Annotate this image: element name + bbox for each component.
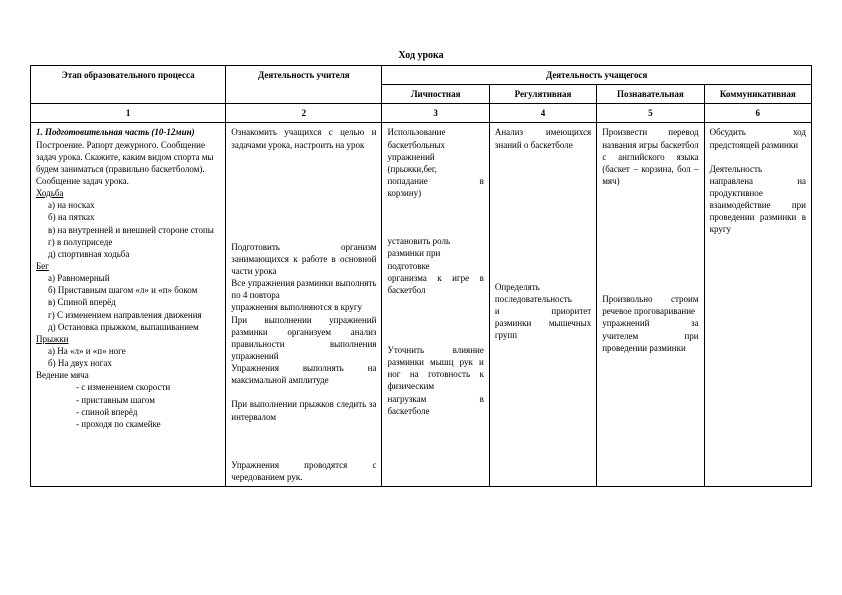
lesson-table: Этап образовательного процесса Деятельно…	[30, 65, 812, 487]
r-p2c: разминки мышечных групп	[495, 317, 591, 341]
com-p2b: направленана	[710, 175, 806, 187]
t-p2: Подготовить организм занимающихся к рабо…	[231, 241, 376, 277]
com-p2c: продуктивное взаимодействие при проведен…	[710, 187, 806, 236]
cell-regulative: Анализ имеющихся знаний о баскетболе Опр…	[489, 123, 596, 487]
cell-cognitive: Произвести перевод названия игры баскетб…	[597, 123, 704, 487]
p-p2a: установить роль	[387, 235, 483, 247]
th-personal: Личностная	[382, 85, 489, 104]
cell-communicative: Обсудитьход предстоящей разминки Деятель…	[704, 123, 811, 487]
num-6: 6	[704, 104, 811, 123]
p-p3: Уточнить влияние разминки мышц рук и ног…	[387, 344, 483, 393]
t-p6a: Упражнениявыполнятьна	[231, 362, 376, 374]
num-5: 5	[597, 104, 704, 123]
p-p3b: нагрузкамв	[387, 393, 483, 405]
p-p1b: попаданиев	[387, 175, 483, 187]
ball-heading: Ведение мяча	[36, 370, 89, 380]
walk-b: б) на пятках	[36, 211, 220, 223]
cog-p2d: проведении разминки	[602, 342, 698, 354]
th-teacher: Деятельность учителя	[226, 66, 382, 104]
th-student: Деятельность учащегося	[382, 66, 812, 85]
th-regulative: Регулятивная	[489, 85, 596, 104]
cog-p1: Произвести перевод названия игры баскетб…	[602, 126, 698, 187]
th-communicative: Коммуникативная	[704, 85, 811, 104]
ball-a: - с изменением скорости	[36, 381, 220, 393]
com-p1a: Обсудитьход	[710, 126, 806, 138]
t-p8: Упражнения проводятся с чередованием рук…	[231, 459, 376, 483]
cell-personal: Использование баскетбольных упражнений (…	[382, 123, 489, 487]
cell-teacher: Ознакомить учащихся с целью и задачами у…	[226, 123, 382, 487]
run-d: г) С изменением направления движения	[36, 309, 220, 321]
com-p1c: предстоящей разминки	[710, 139, 806, 151]
header-row-1: Этап образовательного процесса Деятельно…	[31, 66, 812, 85]
num-1: 1	[31, 104, 226, 123]
num-2: 2	[226, 104, 382, 123]
com-p2a: Деятельность	[710, 163, 806, 175]
walk-c: в) на внутренней и внешней стороне стопы	[36, 224, 220, 236]
cog-p2b: упражненийза	[602, 317, 698, 329]
number-row: 1 2 3 4 5 6	[31, 104, 812, 123]
num-3: 3	[382, 104, 489, 123]
cog-p2: Произвольно строим речевое проговаривани…	[602, 293, 698, 317]
walk-e: д) спортивная ходьба	[36, 248, 220, 260]
t-p5: При выполнении упражнений разминки орган…	[231, 314, 376, 363]
r-p1: Анализ имеющихся знаний о баскетболе	[495, 126, 591, 150]
jump-b: б) На двух ногах	[36, 357, 220, 369]
p-p1c: корзину)	[387, 187, 483, 199]
ball-b: - приставным шагом	[36, 394, 220, 406]
stage-p2: Сообщение задач урока.	[36, 176, 129, 186]
stage-heading: 1. Подготовительная часть (10-12мин)	[36, 127, 195, 137]
cog-p2c: учителемпри	[602, 330, 698, 342]
jump-heading: Прыжки	[36, 334, 68, 344]
ball-c: - спиной вперёд	[36, 406, 220, 418]
run-a: а) Равномерный	[36, 272, 220, 284]
ball-d: - проходя по скамейке	[36, 418, 220, 430]
stage-p1: Построение. Рапорт дежурного. Сообщение …	[36, 140, 213, 174]
run-heading: Бег	[36, 261, 49, 271]
t-p1: Ознакомить учащихся с целью и задачами у…	[231, 126, 376, 150]
walk-d: г) в полуприседе	[36, 236, 220, 248]
p-p3c: баскетболе	[387, 405, 483, 417]
run-e: д) Остановка прыжком, выпашиванием	[36, 321, 220, 333]
cell-stage: 1. Подготовительная часть (10-12мин) Пос…	[31, 123, 226, 487]
walk-a: а) на носках	[36, 199, 220, 211]
run-b: б) Приставным шагом «л» и «п» боком	[36, 284, 220, 296]
r-p2: Определять последовательность	[495, 281, 591, 305]
t-p6b: максимальной амплитуде	[231, 374, 376, 386]
p-p1: Использование баскетбольных упражнений (…	[387, 126, 483, 175]
num-4: 4	[489, 104, 596, 123]
page-title: Ход урока	[30, 50, 812, 61]
walk-heading: Ходьба	[36, 188, 63, 198]
t-p7: При выполнении прыжков следить за интерв…	[231, 398, 376, 422]
p-p2b: разминки при	[387, 247, 483, 259]
r-p2b: иприоритет	[495, 305, 591, 317]
jump-a: а) На «л» и «п» ноге	[36, 345, 220, 357]
th-cognitive: Познавательная	[597, 85, 704, 104]
run-c: в) Спиной вперёд	[36, 296, 220, 308]
t-p3: Все упражнения разминки выполнять по 4 п…	[231, 277, 376, 301]
content-row: 1. Подготовительная часть (10-12мин) Пос…	[31, 123, 812, 487]
t-p4: упражнения выполняются в кругу	[231, 301, 376, 313]
p-p2d: организма к игре в баскетбол	[387, 272, 483, 296]
th-stage: Этап образовательного процесса	[31, 66, 226, 104]
p-p2c: подготовке	[387, 260, 483, 272]
